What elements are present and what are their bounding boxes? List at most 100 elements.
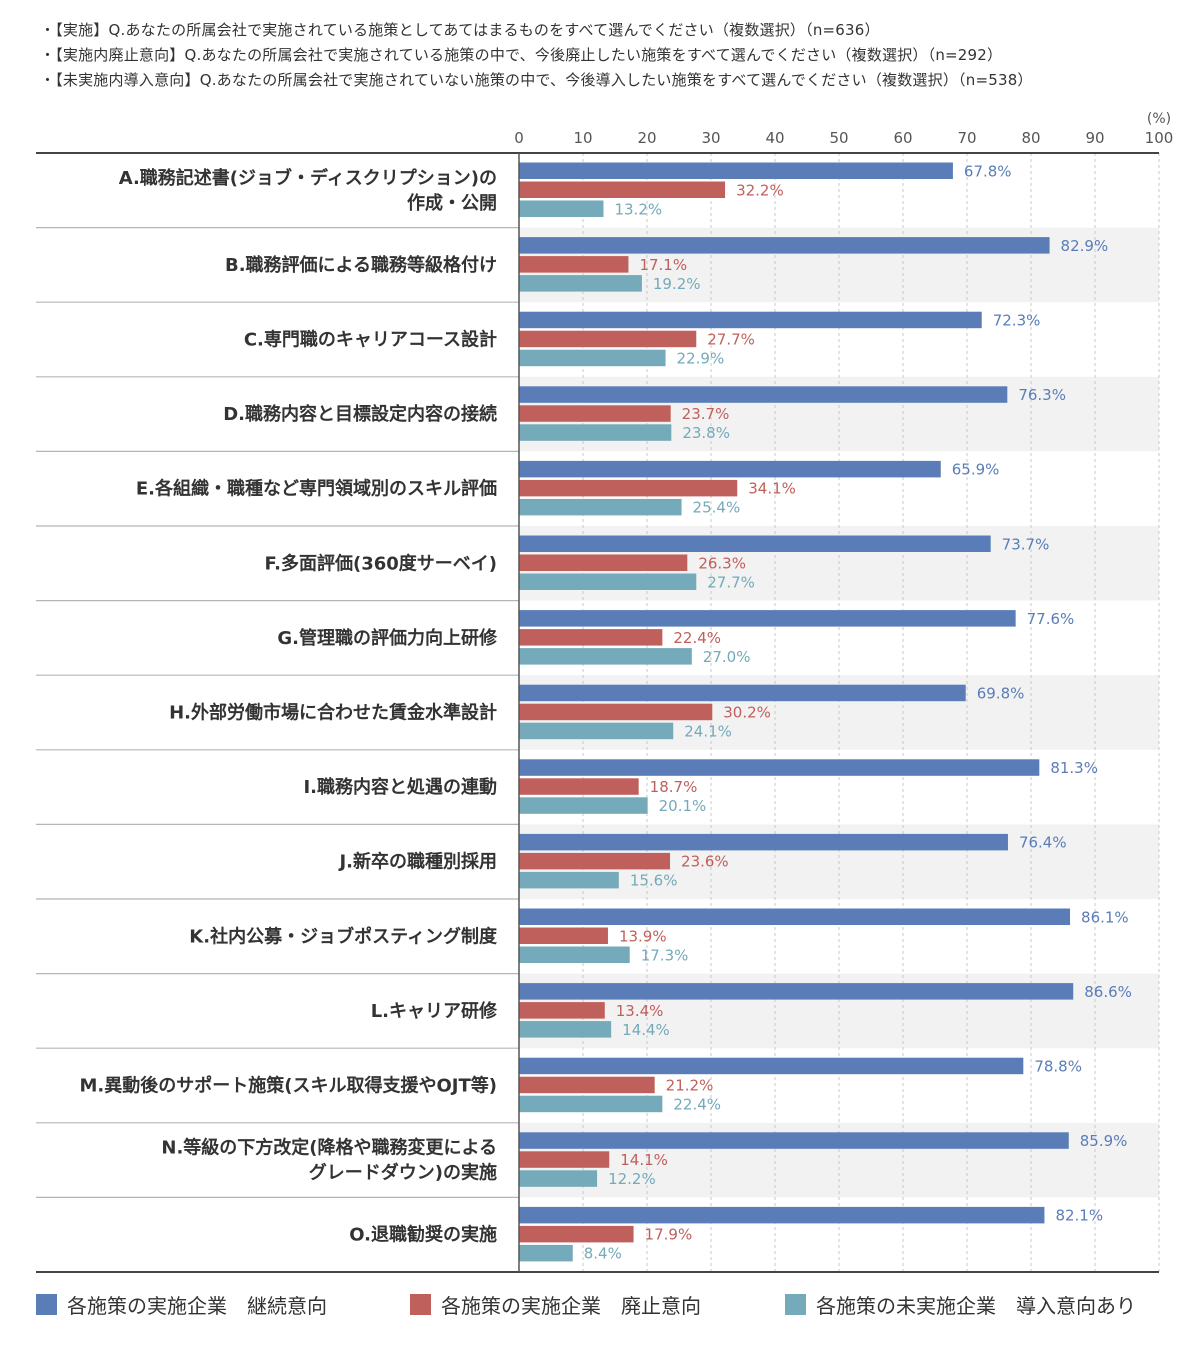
data-label-continue: 73.7% xyxy=(1002,535,1050,553)
x-tick-label: 0 xyxy=(514,129,524,147)
category-label: K.社内公募・ジョブポスティング制度 xyxy=(189,925,498,947)
data-label-introduce: 15.6% xyxy=(630,872,678,890)
data-label-introduce: 27.7% xyxy=(707,573,755,591)
bar-abolish xyxy=(519,405,671,422)
category-label: N.等級の下方改定(降格や職務変更による xyxy=(161,1137,497,1159)
note-abolish-intent: ・【実施内廃止意向】Q.あなたの所属会社で実施されている施策の中で、今後廃止した… xyxy=(40,46,1003,64)
note-implemented: ・【実施】Q.あなたの所属会社で実施されている施策としてあてはまるものをすべて選… xyxy=(40,21,880,39)
x-tick-label: 20 xyxy=(637,129,656,147)
bar-abolish xyxy=(519,181,726,198)
data-label-continue: 76.4% xyxy=(1019,834,1067,852)
data-label-introduce: 13.2% xyxy=(614,200,662,218)
bar-introduce xyxy=(519,1244,573,1262)
data-label-abolish: 27.7% xyxy=(707,330,755,348)
data-label-introduce: 25.4% xyxy=(693,499,741,517)
bar-continue xyxy=(519,460,941,478)
bar-introduce xyxy=(519,275,642,292)
legend-label-abolish: 各施策の実施企業 廃止意向 xyxy=(441,1294,701,1318)
bar-abolish xyxy=(519,1002,605,1019)
bar-introduce xyxy=(519,200,604,217)
legend-item-introduce: 各施策の未実施企業 導入意向あり xyxy=(785,1290,1136,1319)
category-label: L.キャリア研修 xyxy=(371,1000,498,1022)
bar-abolish xyxy=(519,629,663,646)
category-label: I.職務内容と処遇の連動 xyxy=(303,776,497,798)
category-label: O.退職勧奨の実施 xyxy=(349,1224,497,1246)
category-label: A.職務記述書(ジョブ・ディスクリプション)の xyxy=(119,167,497,189)
bar-abolish xyxy=(519,479,738,497)
data-label-continue: 86.1% xyxy=(1081,908,1129,926)
data-label-abolish: 23.7% xyxy=(682,405,730,423)
category-label: 作成・公開 xyxy=(407,192,497,214)
legend-swatch-continue xyxy=(36,1294,57,1315)
bar-introduce xyxy=(519,1021,612,1038)
bar-continue xyxy=(519,833,1008,851)
data-label-continue: 78.8% xyxy=(1034,1057,1082,1075)
bar-continue xyxy=(519,162,953,179)
data-label-abolish: 13.9% xyxy=(619,927,667,945)
data-label-abolish: 21.2% xyxy=(666,1076,714,1094)
data-label-abolish: 32.2% xyxy=(736,181,784,199)
legend-label-introduce: 各施策の未実施企業 導入意向あり xyxy=(816,1294,1136,1318)
bar-introduce xyxy=(519,946,630,963)
bar-continue xyxy=(519,237,1050,254)
data-label-abolish: 23.6% xyxy=(681,853,729,871)
bar-continue xyxy=(519,386,1008,403)
bar-abolish xyxy=(519,256,629,273)
legend-swatch-introduce xyxy=(785,1294,806,1315)
x-tick-label: 90 xyxy=(1085,129,1104,147)
data-label-continue: 76.3% xyxy=(1018,386,1066,404)
data-label-continue: 77.6% xyxy=(1027,610,1075,628)
x-tick-label: 60 xyxy=(893,129,912,147)
data-label-introduce: 27.0% xyxy=(703,648,751,666)
data-label-abolish: 13.4% xyxy=(616,1002,664,1020)
chart-legend: 各施策の実施企業 継続意向 各施策の実施企業 廃止意向 各施策の未実施企業 導入… xyxy=(36,1290,1186,1320)
data-label-introduce: 22.9% xyxy=(677,349,725,367)
category-label: E.各組織・職種など専門領域別のスキル評価 xyxy=(136,478,497,500)
data-label-abolish: 34.1% xyxy=(748,480,796,498)
category-label: D.職務内容と目標設定内容の接続 xyxy=(223,403,497,425)
data-label-abolish: 17.1% xyxy=(639,256,687,274)
legend-item-continue: 各施策の実施企業 継続意向 xyxy=(36,1290,327,1319)
data-label-introduce: 19.2% xyxy=(653,275,701,293)
bar-continue xyxy=(519,1057,1024,1075)
bar-abolish xyxy=(519,852,671,870)
note-introduce-intent: ・【未実施内導入意向】Q.あなたの所属会社で実施されていない施策の中で、今後導入… xyxy=(40,71,1033,89)
x-tick-label: 40 xyxy=(765,129,784,147)
legend-item-abolish: 各施策の実施企業 廃止意向 xyxy=(410,1290,701,1319)
bar-continue xyxy=(519,535,991,552)
bar-abolish xyxy=(519,1151,610,1168)
legend-swatch-abolish xyxy=(410,1294,431,1315)
x-tick-label: 70 xyxy=(957,129,976,147)
data-label-introduce: 24.1% xyxy=(684,722,732,740)
bar-introduce xyxy=(519,498,682,516)
data-label-continue: 65.9% xyxy=(952,461,1000,479)
category-label: F.多面評価(360度サーベイ) xyxy=(264,552,497,574)
bar-abolish xyxy=(519,927,608,944)
data-label-abolish: 17.9% xyxy=(645,1226,693,1244)
legend-label-continue: 各施策の実施企業 継続意向 xyxy=(67,1294,327,1318)
bar-continue xyxy=(519,983,1074,1000)
x-tick-label: 10 xyxy=(573,129,592,147)
bar-introduce xyxy=(519,349,666,367)
data-label-abolish: 30.2% xyxy=(723,703,771,721)
bar-introduce xyxy=(519,573,697,590)
bar-continue xyxy=(519,610,1016,627)
data-label-continue: 72.3% xyxy=(993,311,1041,329)
bar-chart: 0 10 20 30 40 50 60 70 80 90 100 (%) A.職務記述書(ジョブ・ディス… xyxy=(36,111,1173,1273)
data-label-introduce: 14.4% xyxy=(622,1021,670,1039)
data-label-continue: 85.9% xyxy=(1080,1132,1128,1150)
bar-continue xyxy=(519,684,966,702)
data-label-continue: 86.6% xyxy=(1084,983,1132,1001)
bar-introduce xyxy=(519,722,674,740)
data-label-continue: 69.8% xyxy=(977,684,1025,702)
category-label: H.外部労働市場に合わせた賃金水準設計 xyxy=(169,702,497,724)
data-label-abolish: 22.4% xyxy=(673,629,721,647)
category-label: C.専門職のキャリアコース設計 xyxy=(244,329,497,351)
bar-introduce xyxy=(519,648,692,665)
data-label-introduce: 8.4% xyxy=(584,1245,622,1263)
category-label: グレードダウン)の実施 xyxy=(309,1162,497,1184)
data-label-abolish: 26.3% xyxy=(698,554,746,572)
data-label-introduce: 22.4% xyxy=(673,1095,721,1113)
bar-continue xyxy=(519,1132,1069,1149)
category-label: B.職務評価による職務等級格付け xyxy=(225,254,497,276)
